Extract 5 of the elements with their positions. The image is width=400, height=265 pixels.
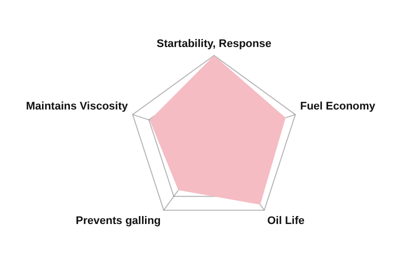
spoke-label: Prevents galling <box>76 214 161 227</box>
spoke-label: Startability, Response <box>156 38 272 50</box>
spoke-label: Maintains Viscosity <box>26 100 129 112</box>
spoke-label: Oil Life <box>267 214 304 227</box>
spoke-label: Fuel Economy <box>300 100 376 112</box>
